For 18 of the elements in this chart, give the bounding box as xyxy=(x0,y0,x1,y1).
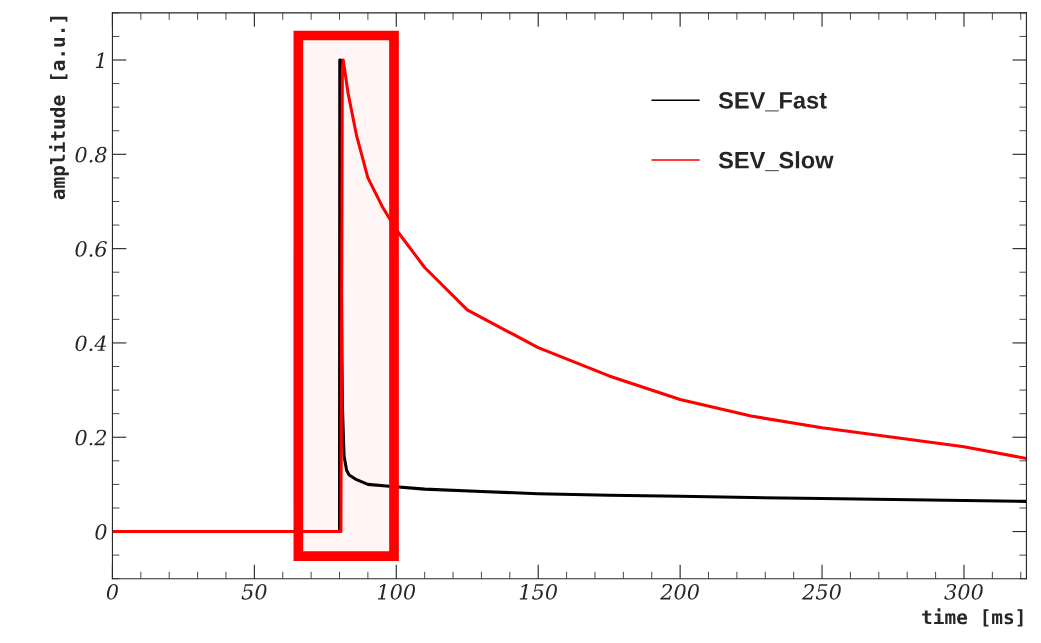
y-tick-label: 0.4 xyxy=(75,335,107,352)
x-tick-label: 50 xyxy=(241,583,267,600)
x-tick-label: 250 xyxy=(802,583,841,600)
x-tick-label: 200 xyxy=(660,583,699,600)
y-axis-title: amplitude [a.u.] xyxy=(49,16,69,200)
y-tick-label: 1 xyxy=(95,52,104,68)
x-tick-label: 300 xyxy=(944,583,983,600)
x-tick-label: 100 xyxy=(377,583,416,600)
y-tick-label: 0 xyxy=(95,524,107,540)
line-series xyxy=(112,58,1027,534)
x-axis-title: time [ms] xyxy=(922,608,1023,627)
y-tick-label: 0.8 xyxy=(75,146,107,163)
x-tick-label: 0 xyxy=(106,583,118,600)
x-tick-label: 150 xyxy=(519,583,558,600)
y-tick-label: 0.6 xyxy=(75,241,107,257)
y-tick-label: 0.2 xyxy=(75,429,107,446)
legend-label: SEV_Fast xyxy=(718,91,827,112)
legend-label: SEV_Slow xyxy=(718,151,834,172)
